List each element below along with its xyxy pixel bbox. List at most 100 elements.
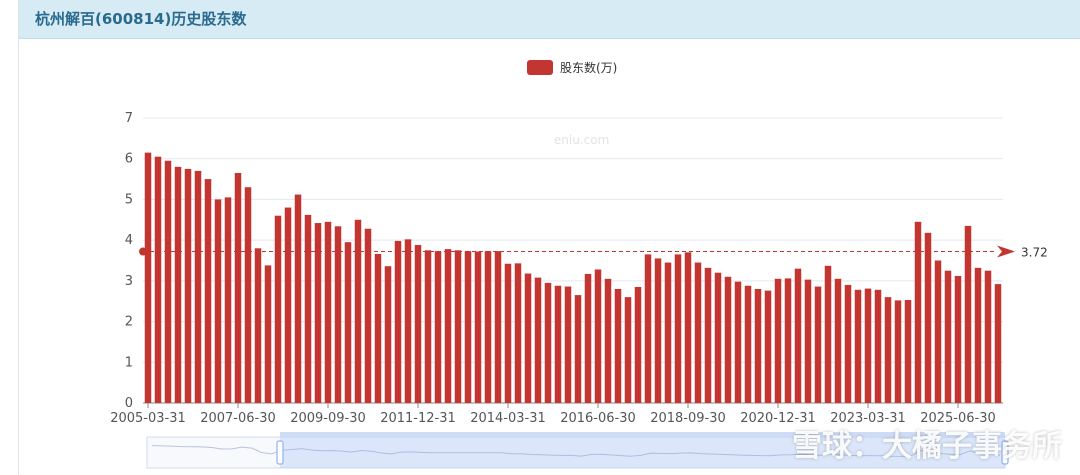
bar[interactable]	[624, 297, 632, 403]
bar[interactable]	[944, 270, 952, 403]
bar[interactable]	[684, 252, 692, 403]
x-tick-label: 2009-09-30	[290, 411, 366, 426]
bar[interactable]	[904, 299, 912, 403]
bar[interactable]	[464, 251, 472, 403]
bar[interactable]	[544, 282, 552, 403]
bar[interactable]	[524, 273, 532, 403]
bar[interactable]	[774, 278, 782, 403]
bar[interactable]	[854, 289, 862, 403]
bar[interactable]	[734, 281, 742, 403]
bar[interactable]	[874, 289, 882, 403]
bar[interactable]	[474, 251, 482, 403]
bar[interactable]	[444, 249, 452, 403]
bar[interactable]	[224, 197, 232, 403]
bar[interactable]	[594, 269, 602, 403]
bar[interactable]	[314, 223, 322, 403]
bar[interactable]	[824, 265, 832, 403]
bar[interactable]	[964, 225, 972, 403]
bar[interactable]	[744, 285, 752, 403]
bar[interactable]	[454, 250, 462, 403]
bar[interactable]	[384, 266, 392, 403]
bar[interactable]	[634, 286, 642, 403]
bar[interactable]	[394, 240, 402, 403]
bar[interactable]	[644, 254, 652, 403]
bar[interactable]	[674, 254, 682, 403]
bar[interactable]	[924, 232, 932, 403]
data-zoom-handle-left[interactable]	[276, 440, 284, 465]
average-line-start	[139, 247, 147, 256]
bar[interactable]	[194, 170, 202, 403]
bar[interactable]	[844, 284, 852, 403]
bar[interactable]	[954, 275, 962, 403]
bar[interactable]	[254, 248, 262, 403]
bar[interactable]	[794, 268, 802, 403]
bar[interactable]	[304, 214, 312, 403]
bar[interactable]	[354, 219, 362, 403]
bar[interactable]	[584, 273, 592, 403]
bar[interactable]	[374, 253, 382, 403]
bar[interactable]	[654, 258, 662, 403]
bar[interactable]	[884, 297, 892, 403]
bar[interactable]	[324, 221, 332, 403]
bar[interactable]	[994, 284, 1002, 403]
bar[interactable]	[494, 251, 502, 403]
bar[interactable]	[974, 267, 982, 403]
data-zoom-selection[interactable]	[279, 437, 1005, 468]
bar[interactable]	[364, 228, 372, 403]
bar[interactable]	[244, 187, 252, 403]
bar[interactable]	[534, 277, 542, 403]
bar[interactable]	[184, 168, 192, 403]
bar[interactable]	[614, 289, 622, 403]
bar[interactable]	[144, 152, 152, 403]
bar[interactable]	[704, 267, 712, 403]
bar[interactable]	[434, 251, 442, 403]
bar[interactable]	[754, 289, 762, 403]
bar[interactable]	[694, 262, 702, 403]
x-tick-label: 2023-03-31	[830, 411, 906, 426]
y-tick-label: 6	[125, 152, 133, 167]
legend-label[interactable]: 股东数(万)	[560, 60, 617, 75]
bar[interactable]	[404, 239, 412, 403]
data-zoom-move-bar[interactable]	[279, 432, 1005, 437]
bar[interactable]	[714, 272, 722, 403]
bar[interactable]	[834, 278, 842, 403]
bar[interactable]	[344, 242, 352, 403]
data-zoom-track[interactable]	[146, 436, 1006, 469]
bar[interactable]	[484, 251, 492, 403]
bar[interactable]	[424, 250, 432, 403]
bar[interactable]	[504, 263, 512, 403]
bar[interactable]	[234, 172, 242, 403]
data-zoom-handle-right[interactable]	[1001, 440, 1009, 465]
bar[interactable]	[284, 207, 292, 403]
bar[interactable]	[264, 265, 272, 403]
bar[interactable]	[154, 156, 162, 403]
bar[interactable]	[914, 221, 922, 403]
bar[interactable]	[814, 286, 822, 403]
bar[interactable]	[894, 300, 902, 403]
bar[interactable]	[554, 285, 562, 403]
bar[interactable]	[214, 199, 222, 403]
legend-swatch[interactable]	[527, 60, 553, 75]
bar[interactable]	[664, 262, 672, 403]
bar[interactable]	[764, 290, 772, 403]
bar[interactable]	[934, 260, 942, 404]
bar[interactable]	[804, 279, 812, 403]
bar[interactable]	[334, 226, 342, 403]
bar[interactable]	[864, 288, 872, 403]
average-line-label: 3.72	[1021, 246, 1048, 260]
bar[interactable]	[784, 278, 792, 403]
bar[interactable]	[174, 166, 182, 403]
bar[interactable]	[294, 194, 302, 403]
bar[interactable]	[574, 295, 582, 403]
bar[interactable]	[564, 286, 572, 403]
bar[interactable]	[414, 245, 422, 403]
bar[interactable]	[984, 270, 992, 403]
data-zoom-preview	[151, 445, 1001, 457]
bar[interactable]	[514, 263, 522, 403]
bar[interactable]	[164, 160, 172, 403]
bar[interactable]	[724, 276, 732, 403]
bar[interactable]	[204, 179, 212, 403]
bar[interactable]	[604, 278, 612, 403]
bar[interactable]	[274, 215, 282, 403]
x-tick-label: 2007-06-30	[200, 411, 276, 426]
